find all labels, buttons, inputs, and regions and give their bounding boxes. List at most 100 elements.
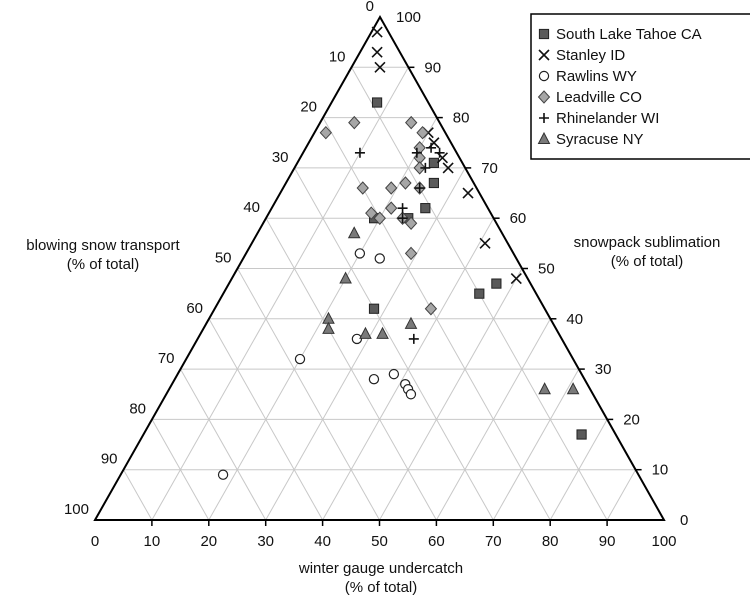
data-point-s2-2	[351, 333, 363, 345]
right-tick-label-60: 60	[510, 210, 527, 227]
left-tick-label-30: 30	[272, 149, 289, 166]
left-tick-label-80: 80	[129, 400, 146, 417]
right-tick-label-40: 40	[566, 311, 583, 328]
legend-item-rhinelander-wi: Rhinelander WI	[539, 110, 659, 127]
data-point-s0-0	[371, 97, 383, 108]
left-tick-40	[262, 217, 267, 224]
left-tick-label-60: 60	[186, 300, 203, 317]
legend-label-stanley-id: Stanley ID	[556, 47, 625, 64]
data-point-s5-2	[322, 311, 335, 324]
bottom-tick-label-30: 30	[257, 533, 274, 550]
right-tick-label-50: 50	[538, 261, 555, 278]
left-tick-20	[319, 117, 324, 123]
right-axis-label-line1: snowpack sublimation	[574, 234, 721, 251]
legend-marker-rawlins-wy	[538, 70, 550, 82]
legend: South Lake Tahoe CA Stanley ID Rawlins WY L…	[530, 13, 750, 160]
left-axis-tick-labels: 0 10 20 30 40 50 60 70 80 90 100	[64, 0, 374, 518]
left-tick-70	[176, 368, 182, 375]
data-point-s4-3	[434, 147, 445, 158]
data-point-s3-1	[348, 115, 361, 130]
data-point-s4-0	[354, 147, 365, 158]
bottom-axis-tick-labels: 0 10 20 30 40 50 60 70 80 90 100	[91, 533, 677, 550]
data-point-s1-1	[371, 46, 383, 58]
left-tick-label-50: 50	[215, 250, 232, 267]
right-tick-label-80: 80	[453, 110, 470, 127]
bottom-tick-label-50: 50	[371, 533, 388, 550]
right-tick-label-90: 90	[424, 59, 441, 76]
data-point-s1-9	[510, 272, 522, 285]
data-point-s0-4	[420, 203, 431, 214]
bottom-tick-label-40: 40	[314, 533, 331, 550]
data-point-s2-0	[217, 469, 229, 480]
data-point-s5-5	[376, 326, 389, 339]
left-tick-60	[205, 318, 210, 325]
data-point-s1-8	[479, 237, 491, 249]
bottom-tick-label-10: 10	[144, 533, 161, 550]
data-point-s2-1	[294, 353, 306, 365]
grid-line-undercatch-30	[265, 167, 466, 521]
grid-line-undercatch-80	[549, 419, 608, 521]
left-tick-80	[148, 419, 153, 425]
data-point-s0-3	[428, 177, 439, 189]
bottom-tick-label-0: 0	[91, 533, 99, 550]
data-point-s4-7	[397, 213, 408, 224]
bottom-tick-label-70: 70	[485, 533, 502, 550]
data-point-s0-9	[576, 429, 587, 440]
right-tick-label-100: 100	[396, 9, 421, 26]
left-tick-label-10: 10	[329, 48, 346, 65]
grid-line-blowing-60	[208, 318, 324, 521]
axis-ticks	[119, 66, 642, 526]
grid-line-undercatch-60	[435, 318, 551, 521]
series-leadville-co	[319, 115, 438, 316]
legend-label-south-lake-tahoe-ca: South Lake Tahoe CA	[556, 26, 702, 43]
data-point-s1-6	[442, 162, 454, 174]
data-point-s0-7	[474, 288, 485, 299]
legend-item-stanley-id: Stanley ID	[538, 47, 625, 64]
legend-marker-stanley-id	[538, 49, 550, 61]
data-point-s5-1	[339, 271, 352, 284]
data-point-s5-7	[566, 382, 580, 395]
data-point-s2-7	[405, 389, 417, 400]
series-syracuse-ny	[322, 226, 580, 395]
data-point-s0-6	[368, 303, 380, 314]
data-point-s5-8	[538, 382, 551, 395]
right-tick-label-0: 0	[680, 512, 688, 529]
bottom-axis-label-line2: (% of total)	[345, 579, 418, 596]
right-axis-tick-labels: 0 10 20 30 40 50 60 70 80 90 100	[396, 9, 688, 529]
data-point-s3-3	[416, 125, 429, 140]
right-tick-label-30: 30	[595, 361, 612, 378]
legend-marker-syracuse-ny	[537, 131, 551, 144]
grid-line-undercatch-50	[379, 268, 523, 521]
data-point-s3-17	[424, 302, 438, 316]
bottom-tick-label-100: 100	[651, 533, 676, 550]
grid-line-blowing-50	[237, 268, 380, 521]
data-point-s3-7	[356, 181, 369, 195]
bottom-tick-label-20: 20	[200, 533, 217, 550]
bottom-axis-label-line1: winter gauge undercatch	[298, 560, 463, 577]
grid-line-blowing-70	[180, 368, 267, 521]
data-point-s0-8	[491, 278, 502, 289]
right-axis-label-line2: (% of total)	[611, 253, 684, 270]
data-point-s3-12	[365, 206, 378, 220]
bottom-tick-label-80: 80	[542, 533, 559, 550]
right-tick-label-20: 20	[623, 411, 640, 428]
left-tick-label-20: 20	[300, 99, 317, 116]
legend-label-leadville-co: Leadville CO	[556, 89, 642, 106]
bottom-tick-label-60: 60	[428, 533, 445, 550]
data-point-s3-9	[399, 176, 412, 190]
left-tick-90	[119, 469, 125, 476]
grid-line-blowing-90	[123, 469, 153, 521]
legend-item-syracuse-ny: Syracuse NY	[537, 131, 644, 148]
bottom-tick-label-90: 90	[599, 533, 616, 550]
data-point-s4-5	[414, 183, 425, 194]
data-point-s4-4	[420, 162, 431, 173]
data-point-s2-9	[374, 253, 385, 264]
legend-marker-south-lake-tahoe-ca	[538, 28, 550, 40]
legend-marker-rhinelander-wi	[539, 113, 549, 123]
data-point-s1-2	[374, 61, 386, 73]
data-point-s5-6	[404, 316, 418, 329]
data-point-s2-3	[368, 373, 380, 385]
grid-line-undercatch-10	[151, 67, 409, 521]
grid-lines	[123, 66, 637, 521]
